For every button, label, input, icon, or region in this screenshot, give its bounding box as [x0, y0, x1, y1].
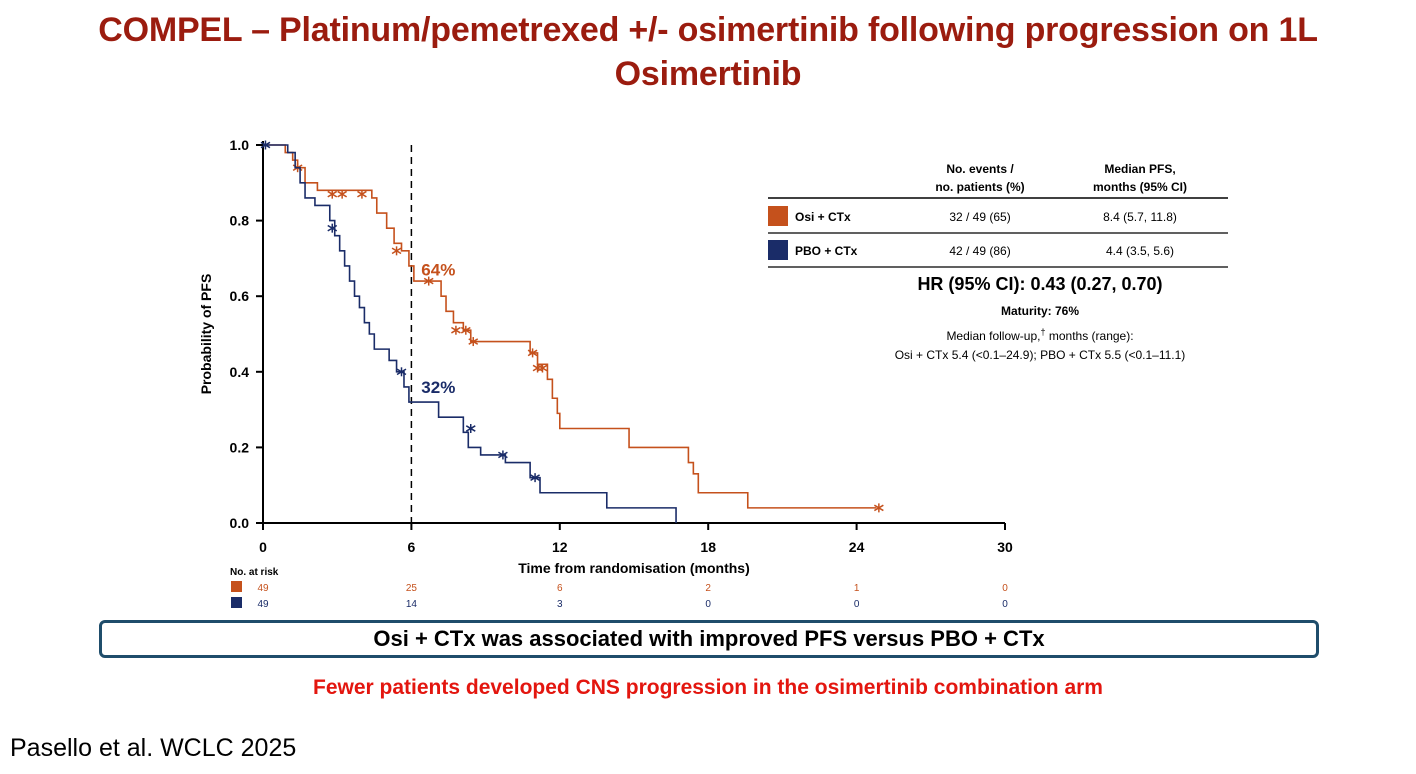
censor-stroke: [873, 504, 884, 512]
censor-stroke: [530, 474, 540, 481]
x-tick-label: 18: [700, 539, 716, 555]
censor-mark: [396, 367, 407, 377]
censor-mark: [527, 348, 538, 358]
risk-row-swatch: [231, 581, 242, 592]
legend-swatch: [768, 240, 788, 260]
censor-mark: [337, 189, 348, 199]
citation: Pasello et al. WCLC 2025: [10, 734, 297, 762]
risk-value: 2: [705, 583, 711, 594]
censor-stroke: [327, 190, 338, 198]
cns-note: Fewer patients developed CNS progression…: [313, 676, 1103, 699]
x-tick-label: 0: [259, 539, 267, 555]
table-pfs-value: 4.4 (3.5, 5.6): [1106, 244, 1174, 258]
censor-stroke: [357, 190, 367, 198]
censor-stroke: [465, 425, 476, 432]
hazard-ratio: HR (95% CI): 0.43 (0.27, 0.70): [917, 274, 1162, 294]
x-tick-label: 6: [408, 539, 416, 555]
y-axis-label: Probability of PFS: [198, 274, 214, 395]
y-tick-label: 0.4: [230, 364, 250, 380]
censor-mark: [423, 276, 434, 286]
censor-mark: [260, 140, 271, 150]
risk-value: 6: [557, 583, 563, 594]
maturity: Maturity: 76%: [1001, 304, 1079, 318]
censor-mark: [327, 223, 338, 233]
risk-value: 25: [406, 583, 418, 594]
x-tick-label: 30: [997, 539, 1013, 555]
censor-stroke: [498, 451, 508, 459]
censor-mark: [460, 325, 471, 335]
table-events-value: 42 / 49 (86): [949, 244, 1010, 258]
censor-mark: [465, 424, 476, 433]
y-tick-label: 0.8: [230, 213, 250, 229]
censor-mark: [537, 363, 548, 373]
risk-value: 0: [705, 599, 711, 610]
table-header-events-sub: no. patients (%): [935, 180, 1024, 194]
legend-arm-label: PBO + CTx: [795, 244, 858, 258]
risk-table: No. at risk 49 25 6 2 1 0 49 14 3 0 0 0: [230, 567, 1008, 610]
chart-axes: 0.0 0.2 0.4 0.6 0.8 1.0 0 6 12 18 24 30 Time from ra…: [198, 137, 1013, 576]
table-pfs-value: 8.4 (5.7, 11.8): [1103, 210, 1177, 224]
risk-value: 49: [257, 599, 269, 610]
risk-value: 1: [854, 583, 860, 594]
summary-table: No. events / no. patients (%) Median PFS, m…: [768, 162, 1228, 362]
risk-row-swatch: [231, 597, 242, 608]
risk-value: 3: [557, 599, 563, 610]
followup-values: Osi + CTx 5.4 (<0.1–24.9); PBO + CTx 5.5…: [895, 348, 1186, 362]
censor-mark: [498, 450, 508, 460]
censor-mark: [357, 189, 367, 199]
censor-mark: [391, 246, 402, 256]
followup-label: Median follow-up,† months (range):: [946, 327, 1133, 343]
x-tick-label: 24: [849, 539, 865, 555]
x-axis-label: Time from randomisation (months): [518, 560, 750, 576]
km-curve-pbo-ctx: [263, 144, 677, 523]
censor-stroke: [327, 224, 338, 232]
table-header-pfs: Median PFS,: [1104, 162, 1175, 176]
y-tick-label: 0.6: [230, 288, 250, 304]
censor-stroke: [396, 368, 407, 376]
table-events-value: 32 / 49 (65): [949, 210, 1010, 224]
censor-stroke: [423, 277, 434, 285]
x-tick-label: 12: [552, 539, 568, 555]
risk-value: 0: [1002, 583, 1008, 594]
censor-stroke: [391, 247, 402, 255]
annotation-label: 64%: [421, 261, 455, 280]
censor-mark: [327, 189, 338, 199]
censor-mark: [873, 503, 884, 513]
censor-mark: [451, 325, 461, 335]
annotation-label: 32%: [421, 378, 455, 397]
censor-stroke: [451, 326, 461, 334]
conclusion-box: Osi + CTx was associated with improved P…: [99, 620, 1319, 658]
censor-mark: [468, 337, 479, 347]
table-header-pfs-sub: months (95% CI): [1093, 180, 1187, 194]
risk-value: 0: [1002, 599, 1008, 610]
legend-swatch: [768, 206, 788, 226]
censor-stroke: [337, 190, 348, 198]
conclusion-text: Osi + CTx was associated with improved P…: [373, 626, 1045, 651]
y-tick-label: 1.0: [230, 137, 250, 153]
risk-table-label: No. at risk: [230, 567, 279, 578]
legend-arm-label: Osi + CTx: [795, 210, 851, 224]
censor-stroke: [537, 364, 548, 372]
censor-stroke: [468, 338, 479, 345]
chart-curves: 64% 32%: [260, 140, 884, 523]
table-header-events: No. events /: [946, 162, 1014, 176]
risk-value: 49: [257, 583, 269, 594]
y-tick-label: 0.2: [230, 439, 250, 455]
censor-mark: [530, 473, 540, 483]
risk-value: 14: [406, 599, 418, 610]
y-tick-label: 0.0: [230, 515, 250, 531]
censor-stroke: [260, 141, 271, 149]
km-curve-osi-ctx: [263, 144, 877, 509]
censor-stroke: [460, 326, 471, 334]
censor-stroke: [527, 349, 538, 357]
risk-value: 0: [854, 599, 860, 610]
slide-title: COMPEL – Platinum/pemetrexed +/- osimert…: [98, 11, 1318, 93]
